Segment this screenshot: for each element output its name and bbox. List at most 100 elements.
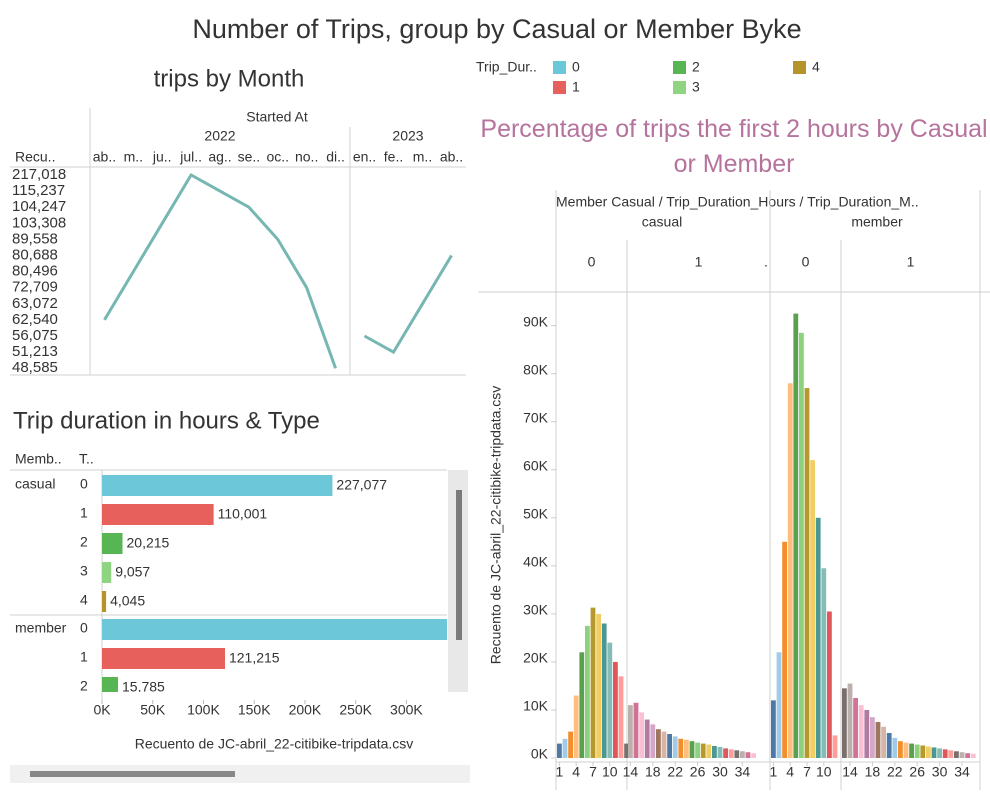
x-tick-label: fe.. [384, 149, 403, 165]
y-tick-label: 103,308 [12, 214, 66, 231]
scrollbar-thumb[interactable] [456, 490, 462, 640]
bar [751, 753, 756, 758]
bar [815, 517, 821, 758]
x-axis-title: Recuento de JC-abril_22-citibike-tripdat… [135, 736, 414, 752]
x-tick-label: ju.. [152, 149, 172, 165]
category-label: 4 [80, 592, 88, 608]
bar [804, 388, 810, 758]
x-tick-label: 10 [602, 764, 618, 780]
legend-swatch [673, 61, 686, 74]
bar [886, 733, 892, 758]
bar [771, 700, 776, 758]
bar [847, 683, 853, 758]
value-label: 15,785 [122, 679, 165, 695]
row-header: Memb.. [15, 451, 62, 467]
x-tick-label: ag.. [208, 149, 231, 165]
x-tick-label: 18 [865, 764, 881, 780]
line [103, 172, 337, 369]
bar [102, 591, 107, 612]
bar [799, 332, 804, 758]
bar [689, 741, 695, 758]
bar [842, 688, 847, 758]
category-label: 1 [80, 649, 88, 665]
bar [700, 743, 706, 758]
bar [656, 729, 661, 758]
category-label: 1 [80, 505, 88, 521]
value-label: 121,215 [229, 650, 280, 666]
bar [573, 695, 579, 758]
x-tick-label: 26 [909, 764, 925, 780]
y-tick-label: 90K [523, 313, 549, 329]
bar [810, 460, 815, 758]
legend-swatch [553, 61, 566, 74]
bar [596, 613, 601, 758]
x-tick-label: 7 [803, 764, 811, 780]
bar [579, 652, 585, 758]
legend-label: 4 [812, 59, 820, 75]
x-tick-label: m.. [413, 149, 432, 165]
bar [827, 611, 832, 758]
bar [787, 383, 793, 758]
bar [585, 625, 590, 758]
legend-label: 1 [572, 79, 580, 95]
y-tick-label: 89,558 [12, 230, 58, 247]
y-tick-label: 63,072 [12, 295, 58, 312]
y-tick-label: 80K [523, 361, 549, 377]
x-tick-label: ab.. [440, 149, 463, 165]
x-tick-label: 22 [887, 764, 903, 780]
bar [678, 738, 684, 758]
y-tick-label: 62,540 [12, 311, 58, 328]
chart-title: trips by Month [154, 65, 305, 92]
y-axis-title: Recu.. [15, 149, 55, 165]
y-tick-label: 80,496 [12, 263, 58, 280]
bar [881, 726, 886, 758]
category-label: 3 [80, 563, 88, 579]
x-tick-label: 50K [140, 702, 166, 718]
header-fragment: . [764, 254, 768, 270]
panel-label: member [851, 214, 903, 230]
bar [102, 504, 214, 525]
chart-title: Percentage of trips the first 2 hours by… [480, 115, 988, 178]
row-header: T.. [79, 451, 94, 467]
x-axis-title: Started At [246, 109, 308, 125]
bar [870, 717, 875, 758]
header: Member Casual / Trip_Duration_Hours / Tr… [556, 194, 919, 210]
x-tick-label: 7 [589, 764, 597, 780]
x-tick-label: 14 [623, 764, 639, 780]
bar [948, 750, 954, 758]
y-tick-label: 72,709 [12, 279, 58, 296]
bar [717, 746, 723, 758]
value-label: 227,077 [336, 477, 387, 493]
group-label: member [15, 620, 67, 636]
legend-label: 2 [692, 59, 700, 75]
x-tick-label: 300K [390, 702, 423, 718]
bar [926, 746, 931, 758]
bar [102, 533, 123, 554]
bar [745, 752, 751, 758]
bar [607, 642, 613, 758]
x-tick-label: 30 [932, 764, 948, 780]
bar [102, 648, 225, 669]
bar [613, 661, 618, 758]
bar [875, 721, 881, 758]
bar [633, 702, 639, 758]
legend-swatch [793, 61, 806, 74]
x-tick-label: 4 [786, 764, 794, 780]
hour-label: 1 [695, 254, 703, 270]
scrollbar-thumb[interactable] [30, 771, 235, 777]
x-tick-label: 22 [667, 764, 683, 780]
bar [650, 724, 656, 758]
panel-label: casual [642, 214, 682, 230]
bar [858, 705, 864, 758]
bar [832, 735, 838, 758]
y-tick-label: 20K [523, 650, 549, 666]
hour-label: 0 [588, 254, 596, 270]
bar [782, 541, 787, 758]
chart-title: Trip duration in hours & Type [13, 407, 320, 434]
bar [695, 742, 700, 758]
x-tick-label: 34 [735, 764, 751, 780]
x-tick-label: 18 [645, 764, 661, 780]
bar [776, 652, 782, 758]
x-tick-label: 1 [556, 764, 564, 780]
scrollbar-track[interactable] [10, 765, 470, 783]
